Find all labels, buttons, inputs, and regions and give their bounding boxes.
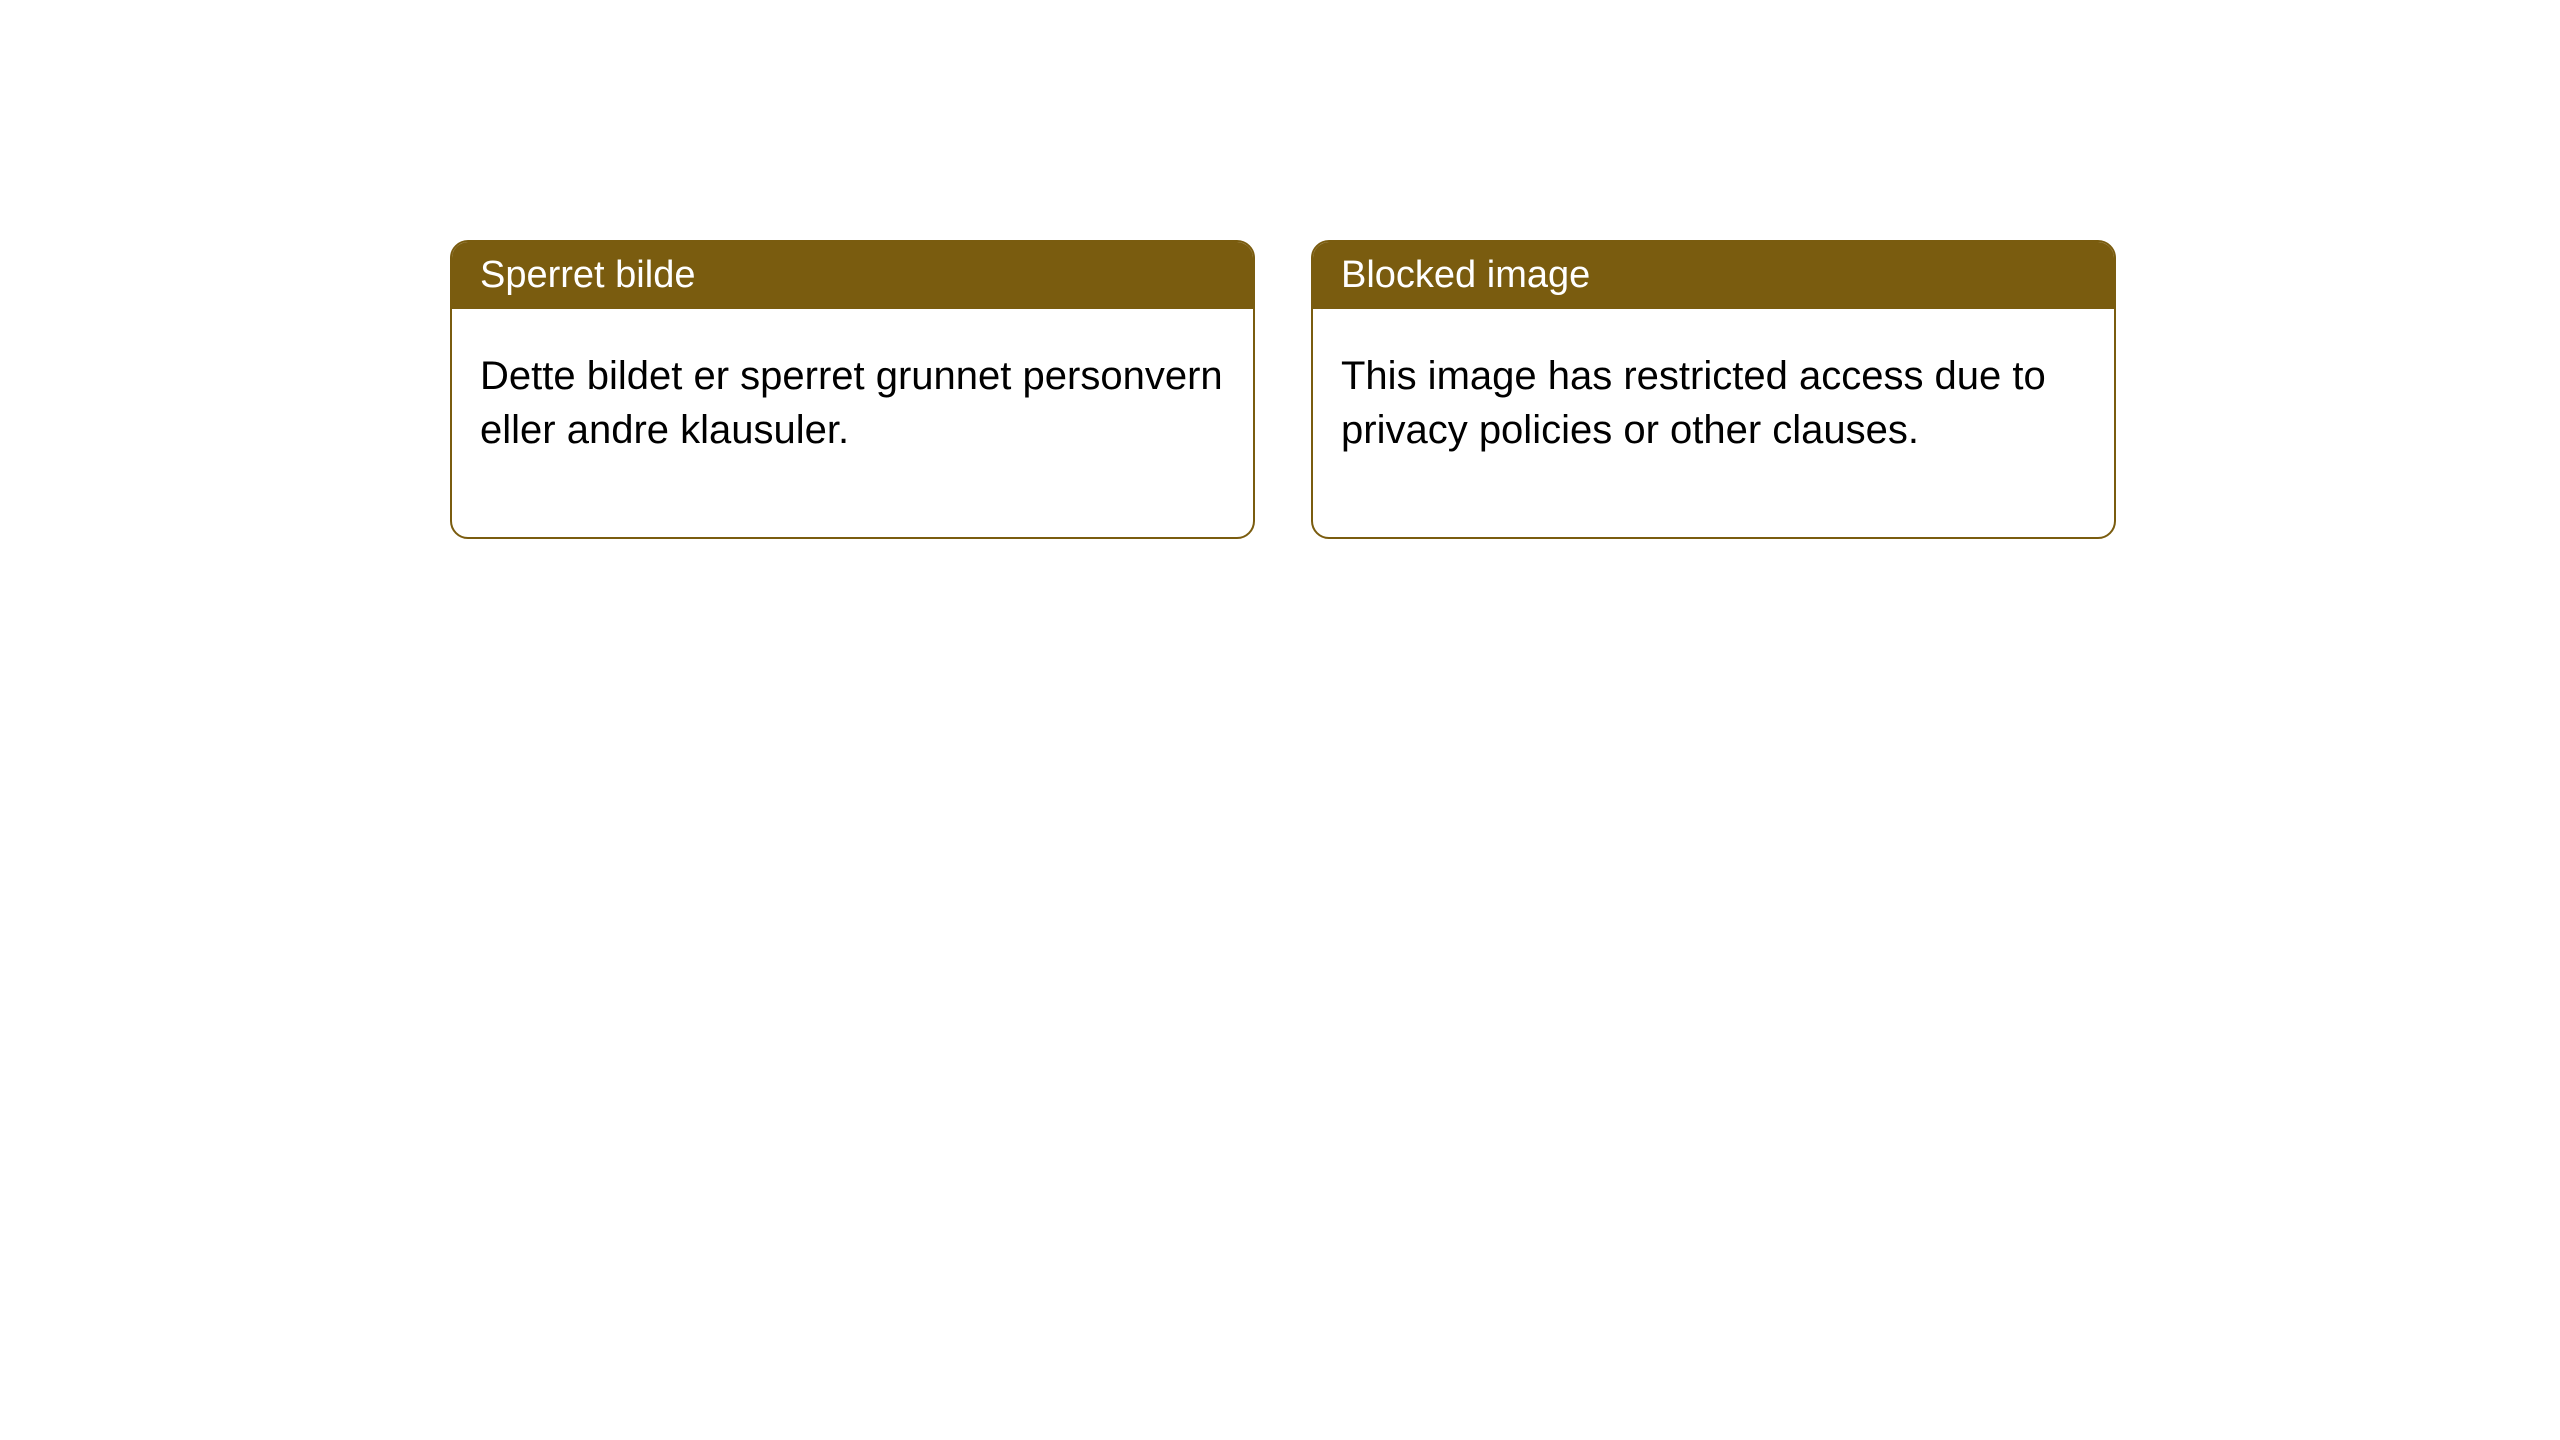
card-body-text: Dette bildet er sperret grunnet personve… bbox=[480, 354, 1223, 452]
card-norwegian: Sperret bilde Dette bildet er sperret gr… bbox=[450, 240, 1255, 539]
card-body-norwegian: Dette bildet er sperret grunnet personve… bbox=[452, 309, 1253, 537]
card-english: Blocked image This image has restricted … bbox=[1311, 240, 2116, 539]
card-header-english: Blocked image bbox=[1313, 242, 2114, 309]
cards-container: Sperret bilde Dette bildet er sperret gr… bbox=[450, 240, 2560, 539]
card-body-english: This image has restricted access due to … bbox=[1313, 309, 2114, 537]
card-header-norwegian: Sperret bilde bbox=[452, 242, 1253, 309]
card-body-text: This image has restricted access due to … bbox=[1341, 354, 2046, 452]
card-title: Blocked image bbox=[1341, 254, 1590, 296]
card-title: Sperret bilde bbox=[480, 254, 695, 296]
